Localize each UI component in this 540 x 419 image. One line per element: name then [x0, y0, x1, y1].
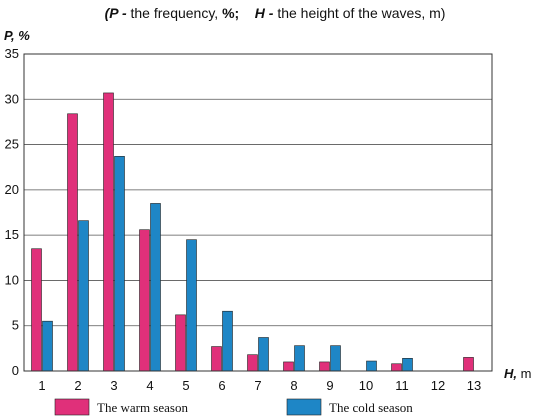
y-tick-label: 0	[12, 363, 19, 378]
x-tick-label: 12	[431, 378, 445, 393]
bar-cold-7	[258, 337, 269, 372]
x-tick-label: 2	[74, 378, 81, 393]
x-tick-label: 4	[146, 378, 153, 393]
y-tick-label: 25	[5, 137, 19, 152]
bar-warm-11	[391, 363, 402, 372]
bar-warm-3	[103, 92, 114, 372]
legend-swatch-warm	[54, 398, 90, 416]
chart-title-part: P -	[109, 5, 127, 21]
legend: The warm season The cold season	[54, 398, 413, 416]
bar-cold-5	[186, 239, 197, 372]
x-tick-label: 5	[182, 378, 189, 393]
x-tick-label: 8	[290, 378, 297, 393]
y-tick-label: 15	[5, 227, 19, 242]
bars	[31, 92, 474, 372]
bar-cold-4	[150, 203, 161, 372]
bar-warm-13	[463, 357, 474, 372]
chart-title-part: the frequency,	[127, 5, 222, 21]
bar-cold-8	[294, 345, 305, 372]
bar-cold-1	[42, 320, 53, 372]
bar-cold-2	[78, 220, 89, 372]
x-axis-label: H, m	[504, 366, 531, 381]
bar-warm-4	[139, 229, 150, 372]
y-tick-label: 35	[5, 46, 19, 61]
bar-warm-2	[67, 113, 78, 372]
bar-cold-11	[402, 358, 413, 372]
chart-title-part	[239, 5, 255, 21]
x-tick-label: 10	[359, 378, 373, 393]
bar-warm-8	[283, 361, 294, 372]
y-tick-label: 20	[5, 182, 19, 197]
y-axis-label: P, %	[4, 28, 30, 43]
y-tick-label: 10	[5, 272, 19, 287]
x-tick-label: 3	[110, 378, 117, 393]
x-axis-label-main: H,	[504, 366, 517, 381]
bar-warm-7	[247, 354, 258, 372]
grid-lines	[24, 53, 492, 372]
chart-title: (P - the frequency, %; H - the height of…	[105, 5, 446, 21]
bar-warm-5	[175, 314, 186, 372]
x-tick-label: 13	[467, 378, 481, 393]
bar-warm-9	[319, 361, 330, 372]
x-tick-label: 1	[38, 378, 45, 393]
legend-label-cold: The cold season	[329, 400, 413, 415]
y-tick-label: 5	[12, 318, 19, 333]
y-axis: 0 5 10 15 20 25 30 35	[5, 46, 19, 378]
x-tick-label: 9	[326, 378, 333, 393]
x-axis: 1 2 3 4 5 6 7 8 9 10 11 12 13	[38, 378, 481, 393]
x-axis-label-unit: m	[517, 366, 531, 381]
chart-title-part: the height of the waves, m)	[273, 5, 445, 21]
x-tick-label: 6	[218, 378, 225, 393]
bar-cold-10	[366, 360, 377, 372]
legend-label-warm: The warm season	[97, 400, 188, 415]
bar-cold-3	[114, 156, 125, 372]
bar-cold-6	[222, 310, 233, 372]
chart-title-part: H -	[255, 5, 274, 21]
bar-cold-9	[330, 345, 341, 372]
legend-swatch-cold	[286, 398, 322, 416]
x-tick-label: 7	[254, 378, 261, 393]
x-tick-label: 11	[395, 378, 409, 393]
y-tick-label: 30	[5, 91, 19, 106]
bar-warm-6	[211, 346, 222, 372]
plot-frame	[23, 53, 493, 372]
bar-warm-1	[31, 248, 42, 372]
chart-title-part: %;	[222, 5, 239, 21]
chart-title-part: (	[105, 5, 111, 21]
